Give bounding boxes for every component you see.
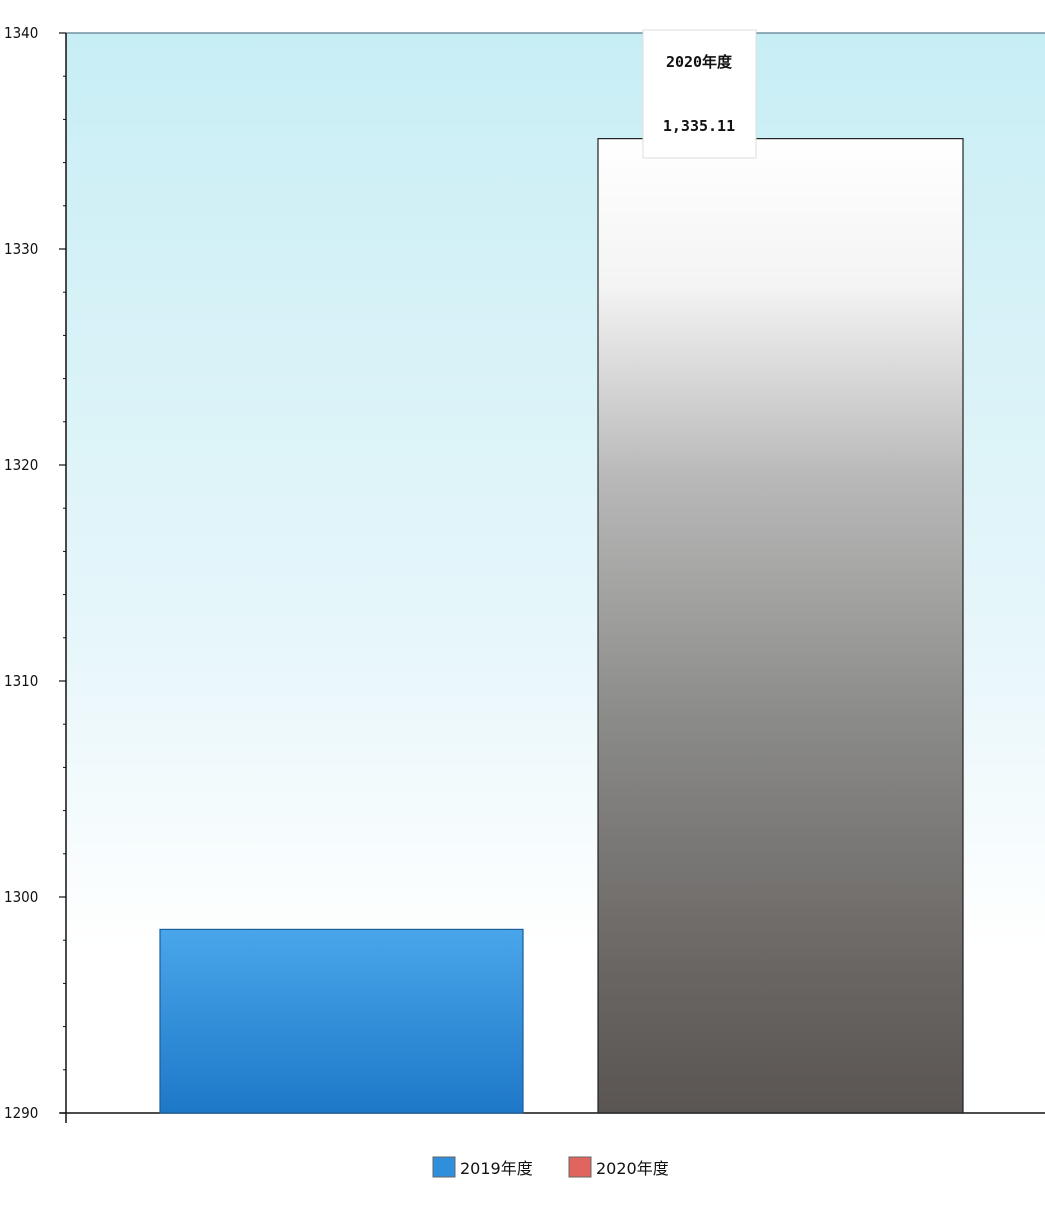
bar-layer: [159, 138, 964, 1114]
tooltip-value: 1,335.11: [663, 117, 735, 135]
legend-swatch: [432, 1156, 456, 1178]
legend-swatch: [568, 1156, 592, 1178]
legend-label: 2020年度: [596, 1159, 669, 1178]
tooltip-title: 2020年度: [666, 53, 733, 71]
y-tick-label: 1330: [4, 240, 38, 258]
legend: 2019年度 2020年度: [432, 1156, 669, 1178]
legend-label: 2019年度: [460, 1159, 533, 1178]
tooltip-box: [642, 29, 757, 159]
bar-2020[interactable]: [597, 138, 964, 1114]
tooltip: 2020年度 1,335.11: [642, 29, 757, 159]
y-tick-label: 1320: [4, 456, 38, 474]
y-tick-label: 1290: [4, 1104, 38, 1122]
y-tick-label: 1340: [4, 24, 38, 42]
y-tick-label: 1300: [4, 888, 38, 906]
y-tick-label: 1310: [4, 672, 38, 690]
bar-2019[interactable]: [159, 928, 524, 1114]
